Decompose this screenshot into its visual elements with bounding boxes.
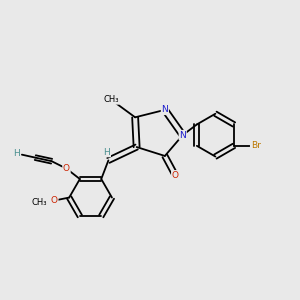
Text: O: O xyxy=(51,196,58,205)
Text: CH₃: CH₃ xyxy=(103,95,119,104)
Text: N: N xyxy=(161,105,168,114)
Text: H: H xyxy=(13,149,20,158)
Text: CH₃: CH₃ xyxy=(32,197,47,206)
Text: N: N xyxy=(179,130,186,140)
Text: O: O xyxy=(63,164,70,173)
Text: O: O xyxy=(172,171,179,180)
Text: H: H xyxy=(103,148,110,157)
Text: Br: Br xyxy=(251,141,261,150)
